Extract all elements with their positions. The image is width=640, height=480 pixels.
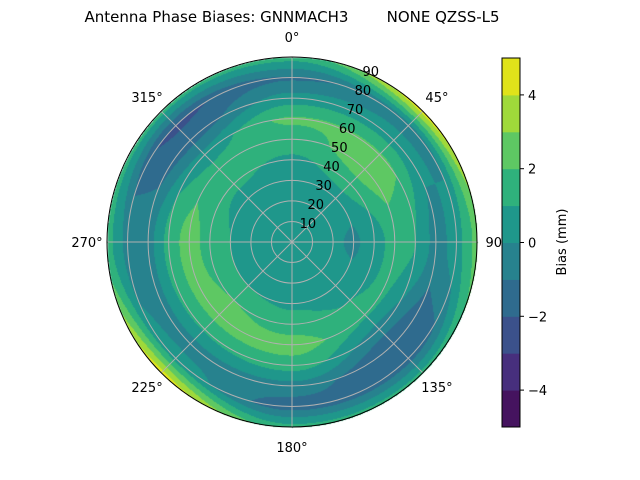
angular-tick-labels: 0°45°90°135°180°225°270°315° (71, 31, 508, 456)
colorbar-segment (502, 205, 520, 243)
colorbar-segment (502, 168, 520, 207)
colorbar-segment (502, 353, 520, 391)
radial-tick-label: 10 (300, 217, 317, 232)
colorbar-segment (502, 94, 520, 133)
polar-grid (106, 56, 478, 428)
radial-tick-label: 80 (355, 84, 372, 99)
colorbar-tick-label: −4 (528, 384, 547, 399)
angular-tick-label: 135° (421, 381, 452, 396)
chart-title: Antenna Phase Biases: GNNMACH3 NONE QZSS… (84, 8, 500, 26)
colorbar-segment (502, 131, 520, 170)
colorbar: −4 −2 0 2 4 (501, 57, 547, 428)
angular-gridline (160, 110, 293, 243)
angular-tick-label: 270° (71, 236, 102, 251)
radial-tick-label: 50 (331, 141, 348, 156)
radial-tick-label: 20 (307, 198, 324, 213)
angular-tick-label: 0° (285, 31, 300, 46)
angular-tick-label: 45° (425, 91, 448, 106)
colorbar-tick-label: 4 (528, 89, 536, 104)
colorbar-segment (502, 242, 520, 280)
radial-tick-label: 60 (339, 122, 356, 137)
radial-tick-labels: 10 20 30 40 50 60 70 80 90 (300, 65, 379, 232)
colorbar-tick-label: −2 (528, 310, 547, 325)
angular-gridline (291, 110, 424, 243)
colorbar-segment (502, 279, 520, 317)
radial-tick-label: 70 (347, 103, 364, 118)
colorbar-segment (502, 316, 520, 354)
radial-tick-label: 90 (363, 65, 380, 80)
colorbar-tick-label: 0 (528, 237, 536, 252)
colorbar-segment (502, 58, 520, 96)
angular-gridline (291, 241, 424, 374)
angular-tick-label: 225° (131, 381, 162, 396)
angular-gridline (160, 241, 293, 374)
polar-frame (106, 56, 478, 428)
radial-tick-label: 40 (323, 160, 340, 175)
colorbar-tick-label: 2 (528, 163, 536, 178)
angular-tick-label: 315° (131, 91, 162, 106)
colorbar-segment (502, 390, 520, 428)
colorbar-label: Bias (mm) (555, 209, 570, 276)
radial-tick-label: 30 (315, 179, 332, 194)
angular-tick-label: 180° (276, 441, 307, 456)
